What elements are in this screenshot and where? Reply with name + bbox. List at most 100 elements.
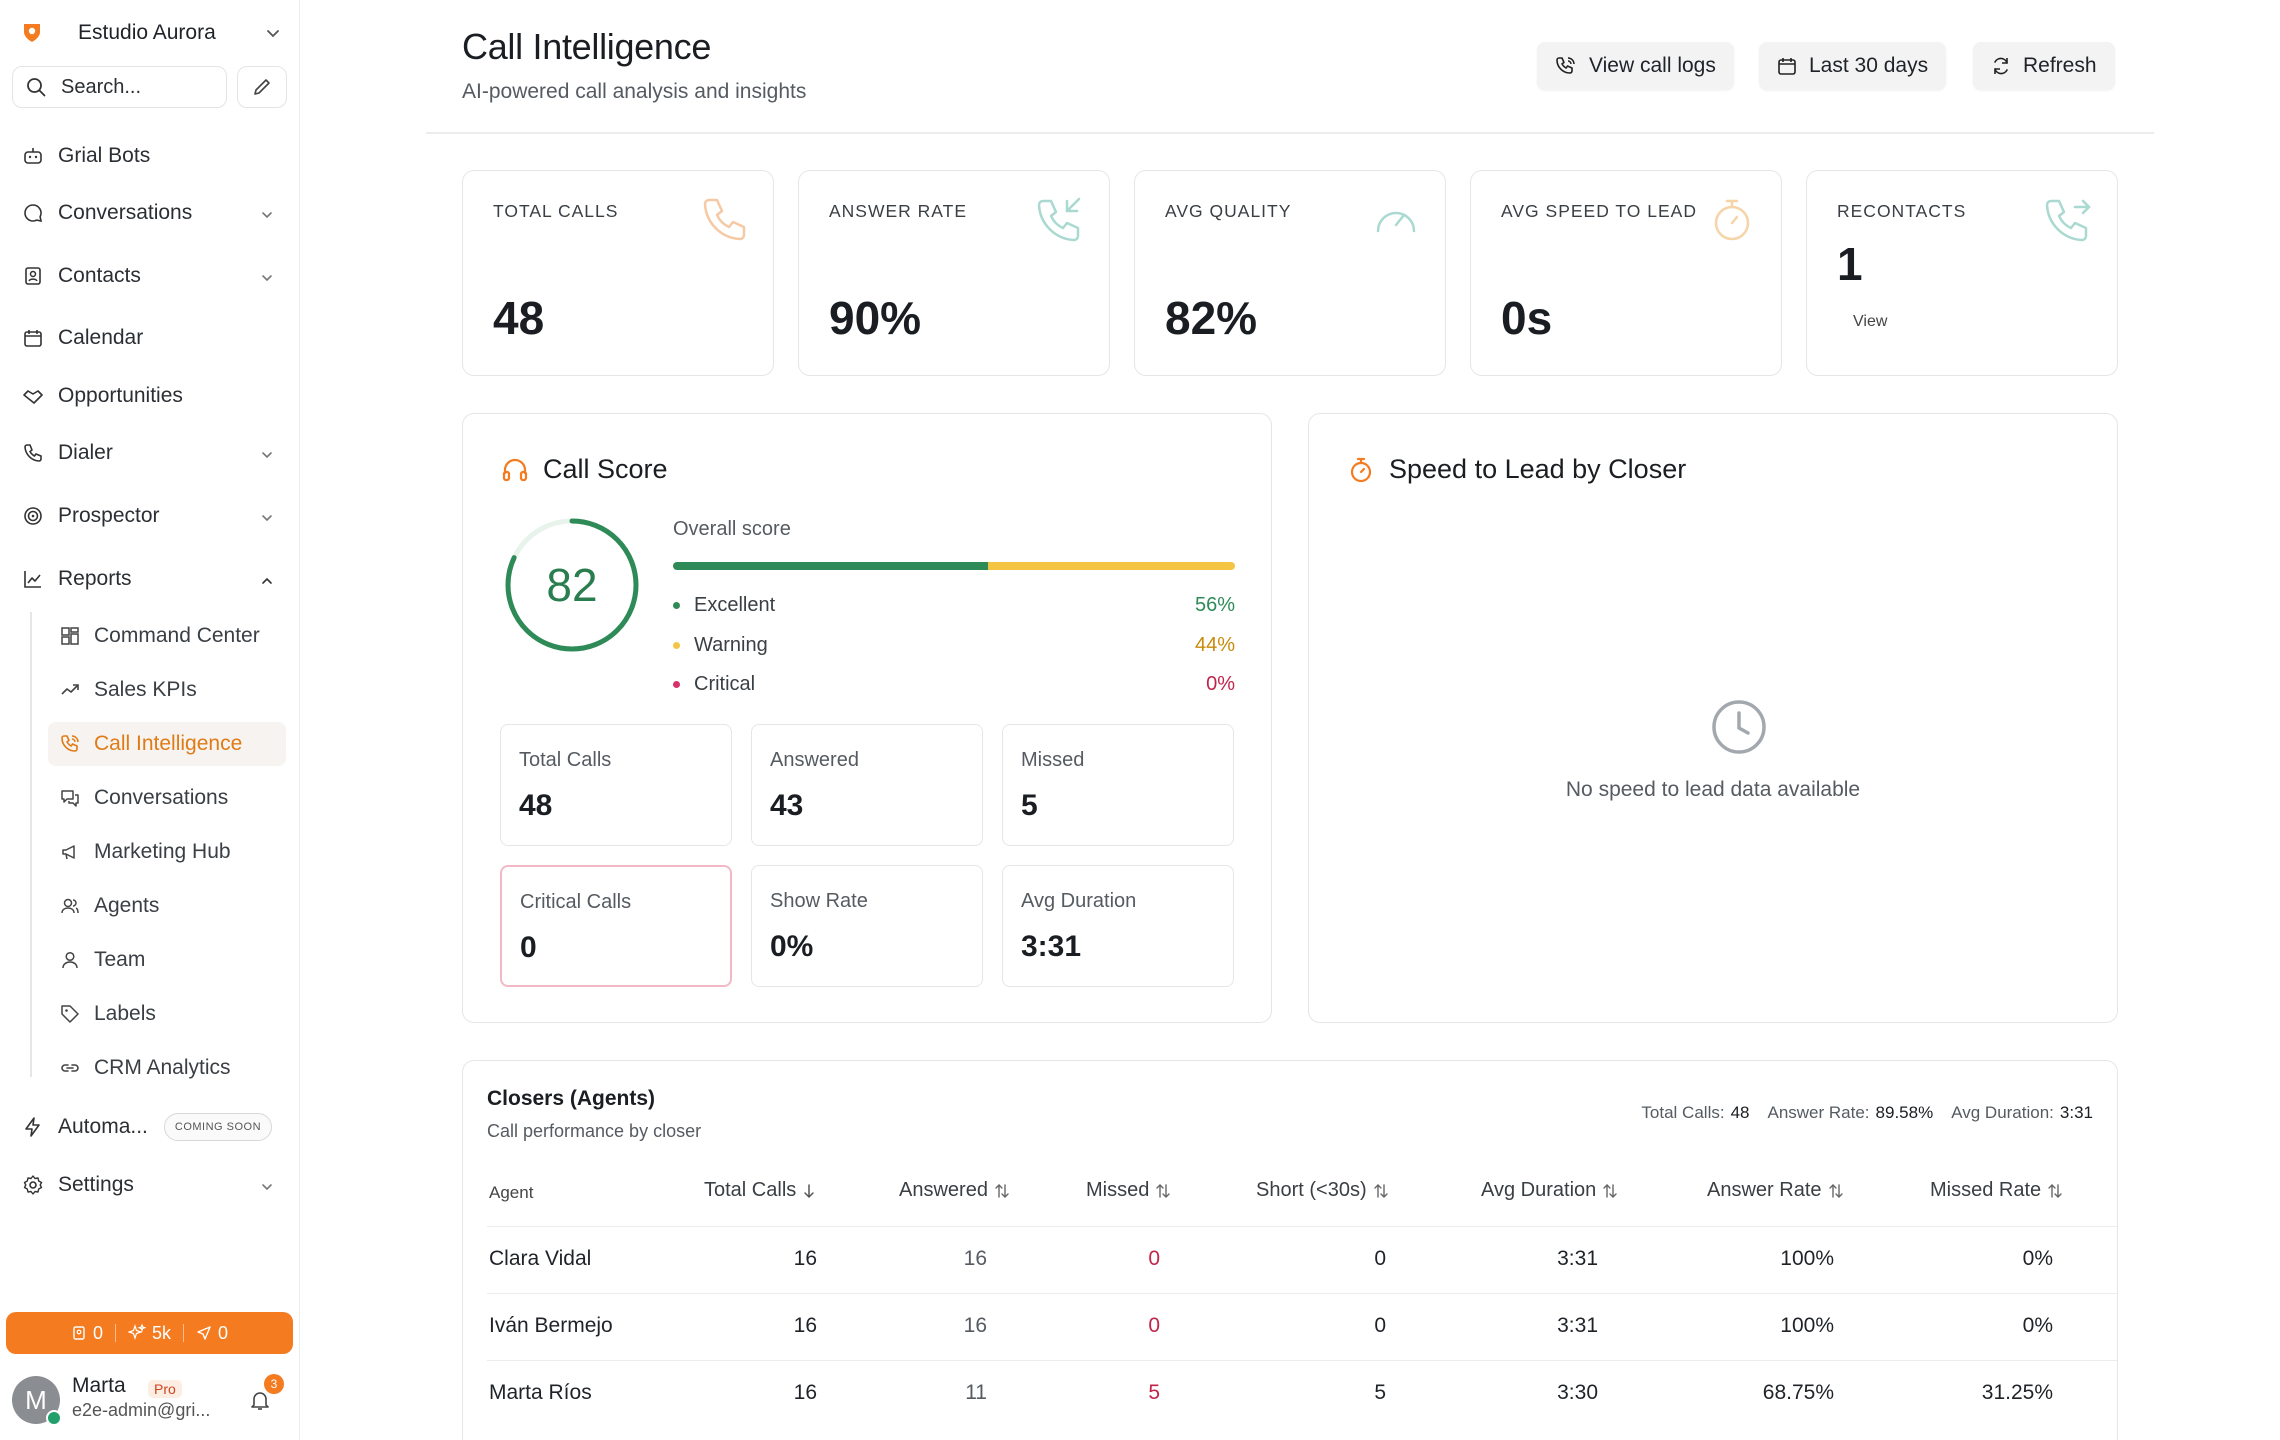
tile-answered: Answered 43 [751,724,983,846]
nav-calendar[interactable]: Calendar [22,318,282,358]
bot-icon [24,148,42,164]
sub-item-conversations[interactable]: Conversations [48,776,286,820]
summary-label: Avg Duration: [1951,1103,2054,1122]
score-gauge-arc [505,518,639,652]
compose-button[interactable] [237,66,287,108]
cell-avg-duration: 3:31 [1557,1247,1598,1270]
table-row[interactable]: Marta Ríos 16 11 5 5 3:30 68.75% 31.25% [487,1360,2117,1426]
cell-short: 0 [1374,1314,1386,1337]
search-input[interactable]: Search... [12,66,227,108]
notification-count: 3 [264,1374,284,1394]
column-header-agent[interactable]: Agent [489,1183,534,1202]
page-subtitle: AI-powered call analysis and insights [462,80,807,103]
online-status-dot [46,1410,62,1426]
clock-icon [1712,700,1766,754]
date-range-button[interactable]: Last 30 days [1759,42,1947,90]
sub-item-call-intelligence[interactable]: Call Intelligence [48,722,286,766]
sub-item-team[interactable]: Team [48,938,286,982]
nav-dialer[interactable]: Dialer [22,433,282,473]
view-call-logs-button[interactable]: View call logs [1537,42,1734,90]
chevron-up-icon [262,577,272,584]
sub-item-crm-analytics[interactable]: CRM Analytics [48,1046,286,1090]
cell-total-calls: 16 [793,1314,817,1337]
breakdown-label: Warning [694,633,768,656]
calendar-icon [24,330,42,347]
sort-icon [1156,1183,1171,1198]
recontacts-view-link[interactable]: View [1853,313,1888,330]
arrow-down-icon [804,1183,815,1198]
gauge-icon [1376,211,1416,233]
speed-to-lead-title: Speed to Lead by Closer [1389,454,1687,484]
summary-label: Answer Rate: [1767,1103,1870,1122]
phone-incoming-icon [1037,197,1081,242]
tile-missed: Missed 5 [1002,724,1234,846]
column-label: Missed Rate [1930,1179,2042,1201]
chevron-down-icon [262,1184,272,1191]
nav-automations[interactable]: Automa... COMING SOON [22,1107,282,1147]
column-header-missed[interactable]: Missed [1086,1179,1171,1202]
phone-call-icon [61,735,79,752]
phone-forward-icon [2045,199,2091,242]
sub-item-sales-kpis[interactable]: Sales KPIs [48,668,286,712]
tile-show-rate: Show Rate 0% [751,865,983,987]
nav-grial-bots[interactable]: Grial Bots [22,136,282,176]
nav-conversations[interactable]: Conversations [22,193,282,233]
sub-item-labels[interactable]: Labels [48,992,286,1036]
cell-answered: 16 [963,1314,987,1337]
chevron-down-icon [262,275,272,282]
column-header-answer-rate[interactable]: Answer Rate [1707,1179,1844,1202]
cell-answer-rate: 100% [1780,1314,1834,1337]
stat-total-calls: TOTAL CALLS 48 [462,170,774,376]
nav-label: Conversations [58,201,193,224]
sub-item-command-center[interactable]: Command Center [48,614,286,658]
send-icon [197,1326,211,1340]
user-email: e2e-admin@gri... [72,1400,211,1420]
search-placeholder: Search... [61,75,142,98]
credits-bar[interactable]: 0 5k 0 [6,1312,293,1354]
column-header-missed-rate[interactable]: Missed Rate [1930,1179,2063,1202]
column-label: Short (<30s) [1256,1179,1367,1201]
nav-opportunities[interactable]: Opportunities [22,376,282,416]
column-header-answered[interactable]: Answered [899,1179,1010,1202]
user-profile[interactable]: M Marta Pro e2e-admin@gri... 3 [12,1372,292,1428]
chevron-down-icon [262,452,272,459]
sidebar: Estudio Aurora Search... Grial Bots Conv… [0,0,300,1440]
stopwatch-icon [1714,199,1750,241]
cell-answer-rate: 68.75% [1762,1381,1834,1404]
column-label: Answer Rate [1707,1179,1822,1201]
nav-prospector[interactable]: Prospector [22,496,282,536]
gear-icon [23,1175,43,1195]
nav-reports[interactable]: Reports [22,559,282,599]
score-gauge [505,518,639,652]
stat-value: 48 [493,292,545,344]
sub-item-label: Sales KPIs [94,678,197,701]
message-circle-icon [24,204,43,223]
nav-contacts[interactable]: Contacts [22,256,282,296]
cell-answered: 11 [965,1381,987,1404]
nav-settings[interactable]: Settings [22,1165,282,1205]
column-header-avg-duration[interactable]: Avg Duration [1481,1179,1618,1202]
handshake-icon [23,390,43,404]
breakdown-warning: Warning 44% [673,630,1235,660]
grid-icon [61,627,79,645]
nav-label: Contacts [58,264,141,287]
chevron-down-icon [262,515,272,522]
summary-value: 48 [1730,1103,1750,1122]
nav-label: Opportunities [58,384,183,407]
sub-item-label: Team [94,948,146,971]
sub-item-marketing-hub[interactable]: Marketing Hub [48,830,286,874]
megaphone-icon [62,845,75,860]
sub-item-agents[interactable]: Agents [48,884,286,928]
breakdown-critical: Critical 0% [673,669,1235,699]
table-title: Closers (Agents) [487,1087,656,1110]
column-header-short[interactable]: Short (<30s) [1256,1179,1389,1202]
phone-call-icon [1556,57,1575,74]
summary-avg-duration: Avg Duration: 3:31 [1951,1103,2093,1123]
workspace-switcher[interactable]: Estudio Aurora [18,14,282,52]
table-row[interactable]: Iván Bermejo 16 16 0 0 3:31 100% 0% [487,1293,2117,1359]
empty-state-text: No speed to lead data available [1565,778,1861,801]
table-row[interactable]: Clara Vidal 16 16 0 0 3:31 100% 0% [487,1226,2117,1292]
refresh-button[interactable]: Refresh [1973,42,2115,90]
bell-icon[interactable] [248,1388,272,1412]
column-header-total-calls[interactable]: Total Calls [704,1179,816,1202]
